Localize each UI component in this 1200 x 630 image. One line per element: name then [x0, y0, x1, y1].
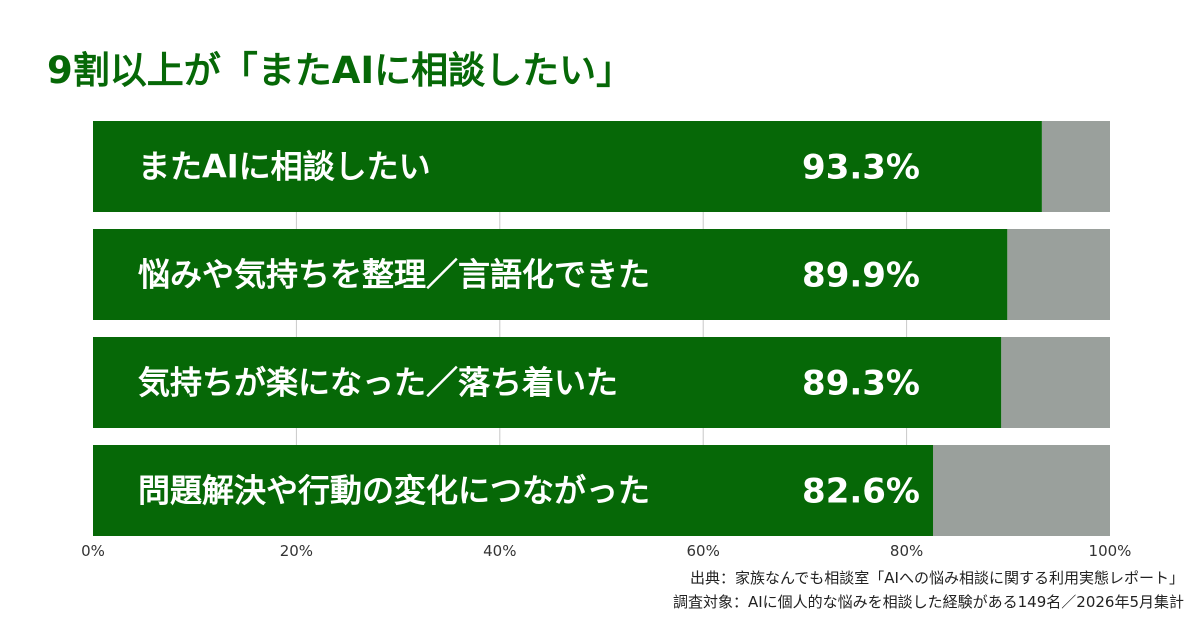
source-line: 出典：家族なんでも相談室「AIへの悩み相談に関する利用実態レポート」 [690, 569, 1184, 587]
x-axis-ticks: 0% 20% 40% 60% 80% 100% [81, 542, 1131, 560]
bar-category-label: 問題解決や行動の変化につながった [138, 472, 650, 510]
bar [93, 445, 934, 536]
bar-category-label: またAIに相談したい [138, 148, 431, 186]
bar-value-label: 93.3% [802, 148, 920, 188]
bar-remainder [933, 445, 1110, 536]
x-tick-label: 100% [1089, 542, 1132, 560]
bar-category-label: 気持ちが楽になった／落ち着いた [138, 364, 618, 402]
bar-remainder [1041, 121, 1110, 212]
x-tick-label: 80% [890, 542, 923, 560]
bar-category-label: 悩みや気持ちを整理／言語化できた [138, 256, 650, 294]
survey-line: 調査対象：AIに個人的な悩みを相談した経験がある149名／2026年5月集計 [672, 593, 1184, 611]
x-tick-label: 60% [687, 542, 720, 560]
source-note: 出典：家族なんでも相談室「AIへの悩み相談に関する利用実態レポート」 調査対象：… [673, 566, 1184, 614]
bar [93, 229, 1008, 320]
x-tick-label: 40% [483, 542, 516, 560]
chart-title: 9割以上が「またAIに相談したい」 [47, 49, 634, 92]
bar-remainder [1001, 337, 1110, 428]
bar [93, 337, 1002, 428]
bar-remainder [1007, 229, 1110, 320]
bar-value-label: 89.3% [802, 364, 920, 404]
x-tick-label: 0% [81, 542, 105, 560]
x-tick-label: 20% [280, 542, 313, 560]
bar-value-label: 82.6% [802, 472, 920, 512]
bar [93, 121, 1042, 212]
bar-value-label: 89.9% [802, 256, 920, 296]
bars: またAIに相談したい 93.3% 悩みや気持ちを整理／言語化できた 89.9% 気持ちが… [93, 121, 1110, 536]
